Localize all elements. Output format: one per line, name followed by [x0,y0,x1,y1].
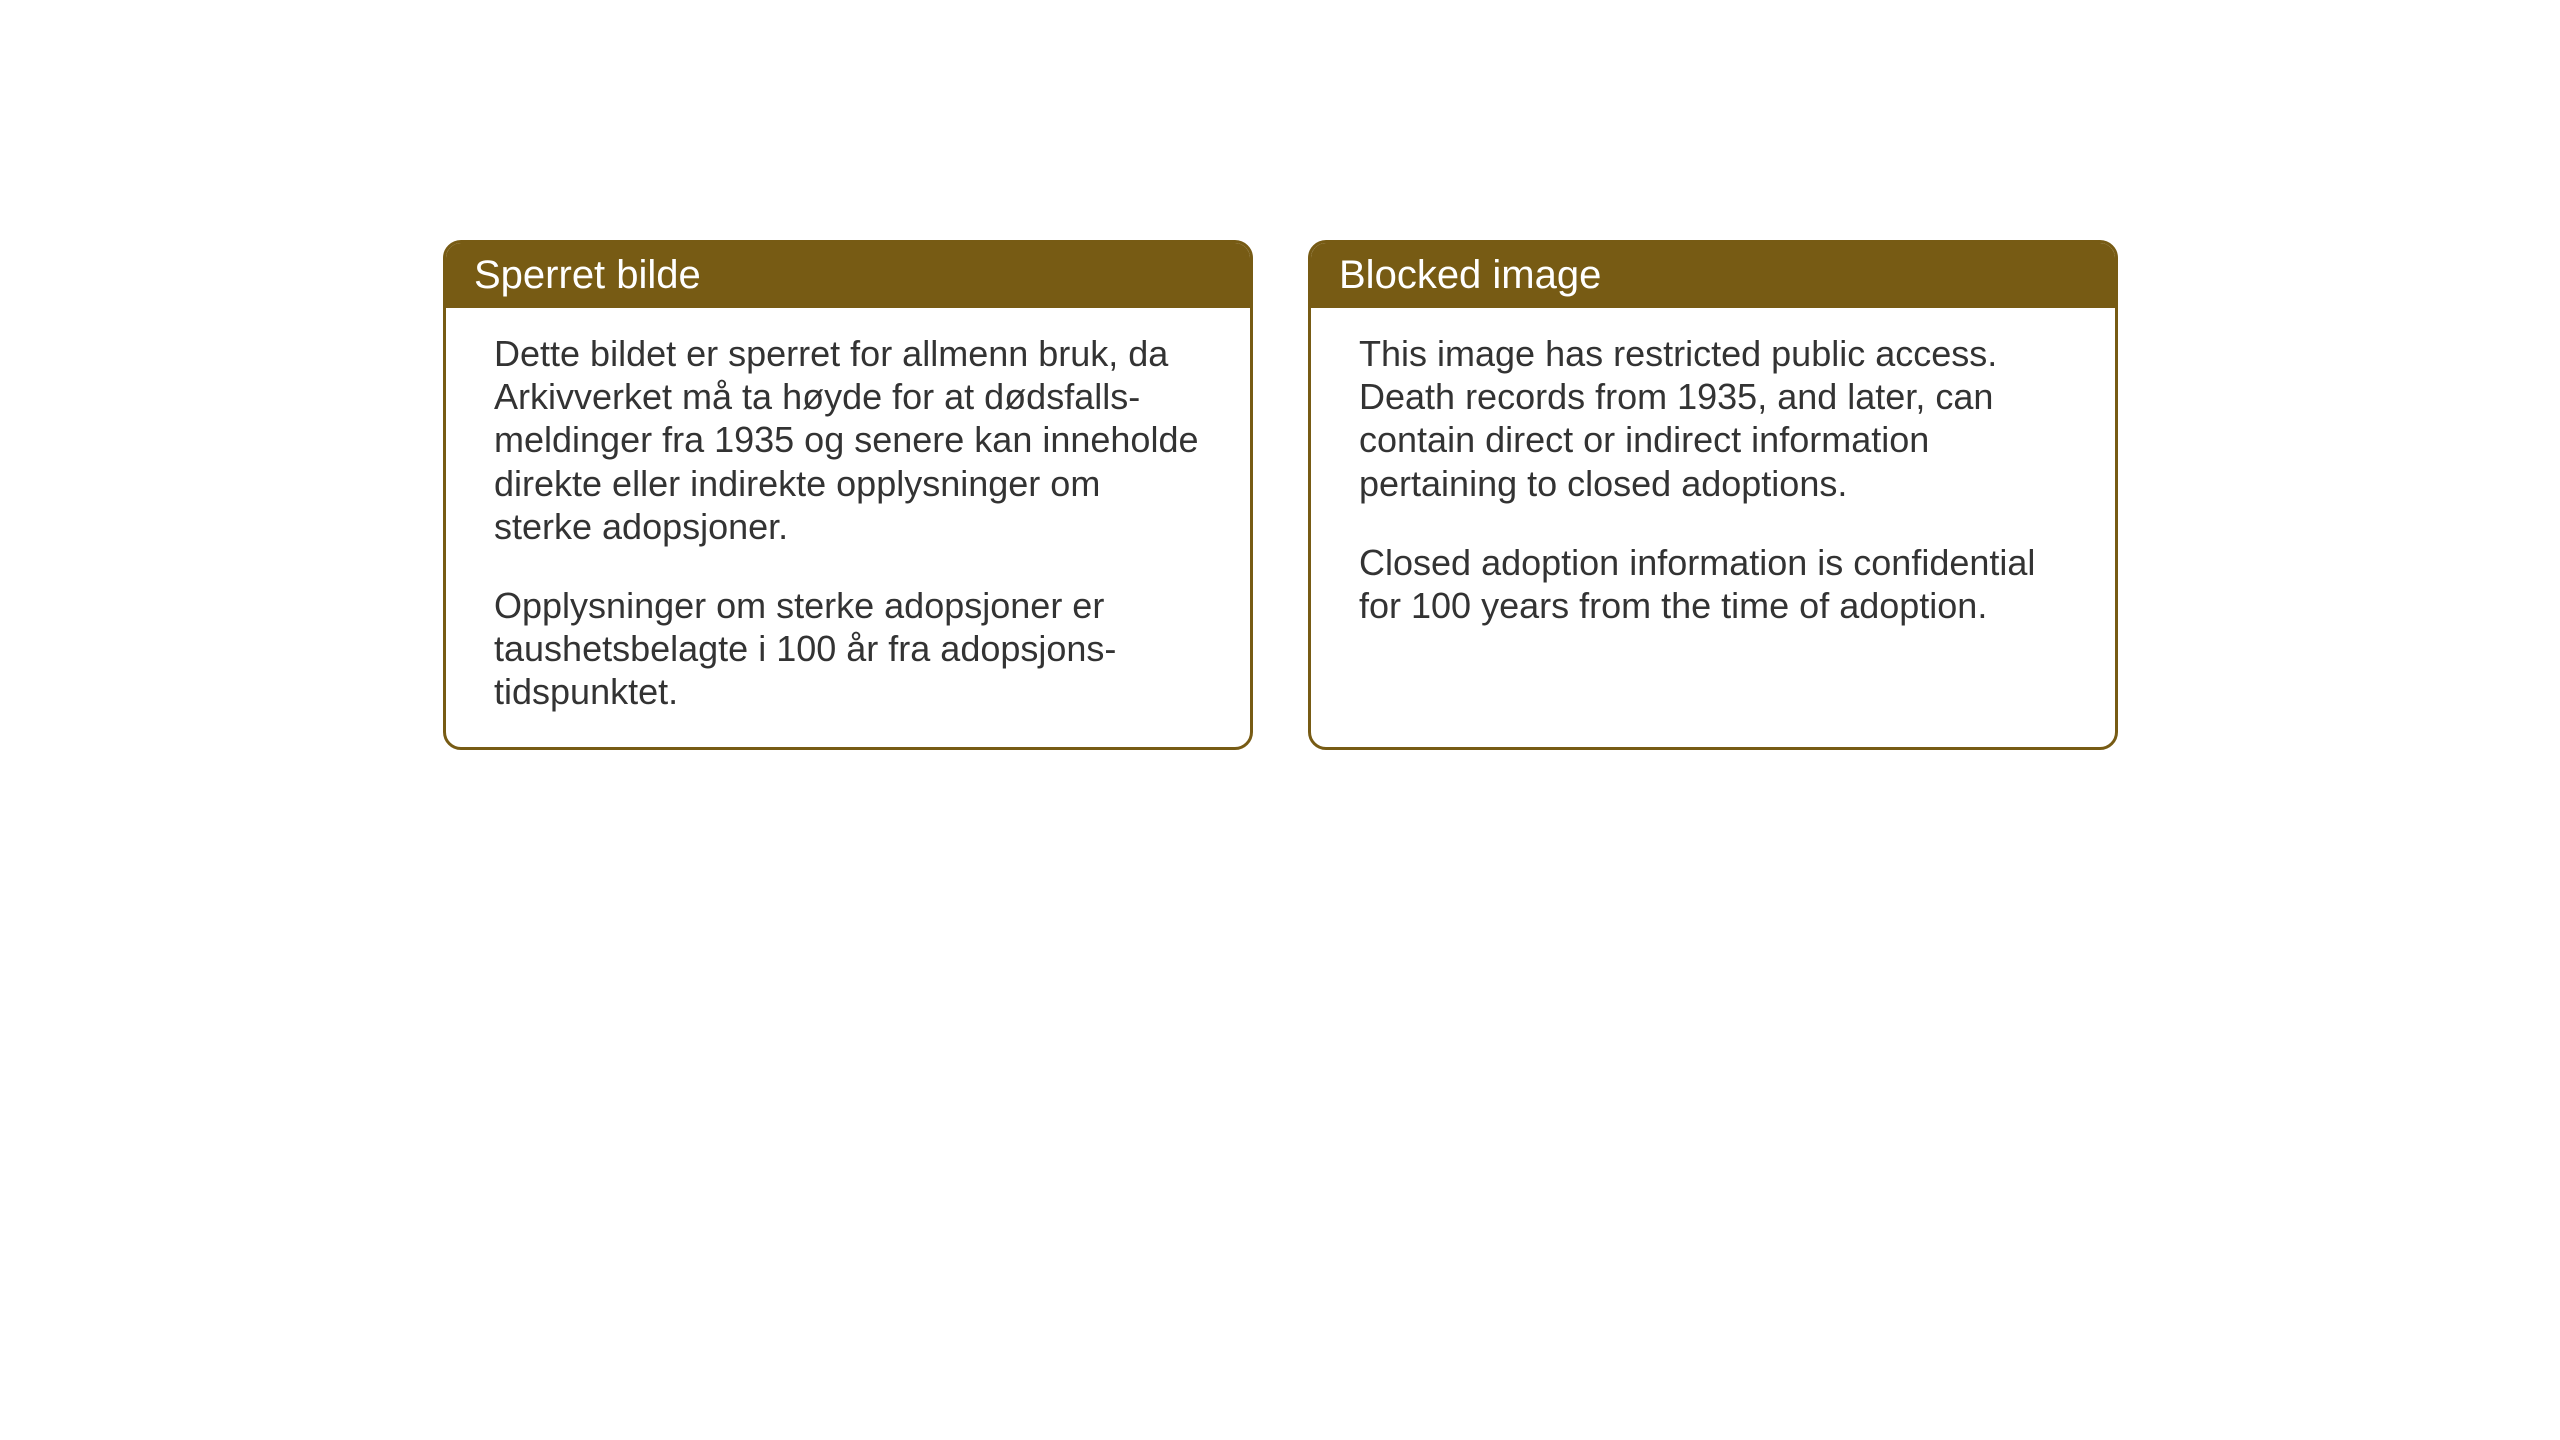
norwegian-card-body: Dette bildet er sperret for allmenn bruk… [446,308,1250,738]
english-paragraph-1: This image has restricted public access.… [1359,332,2067,505]
english-card-title: Blocked image [1311,243,2115,308]
notice-container: Sperret bilde Dette bildet er sperret fo… [443,240,2118,750]
norwegian-paragraph-1: Dette bildet er sperret for allmenn bruk… [494,332,1202,548]
english-paragraph-2: Closed adoption information is confident… [1359,541,2067,627]
english-notice-card: Blocked image This image has restricted … [1308,240,2118,750]
norwegian-card-title: Sperret bilde [446,243,1250,308]
norwegian-paragraph-2: Opplysninger om sterke adopsjoner er tau… [494,584,1202,714]
norwegian-notice-card: Sperret bilde Dette bildet er sperret fo… [443,240,1253,750]
english-card-body: This image has restricted public access.… [1311,308,2115,651]
